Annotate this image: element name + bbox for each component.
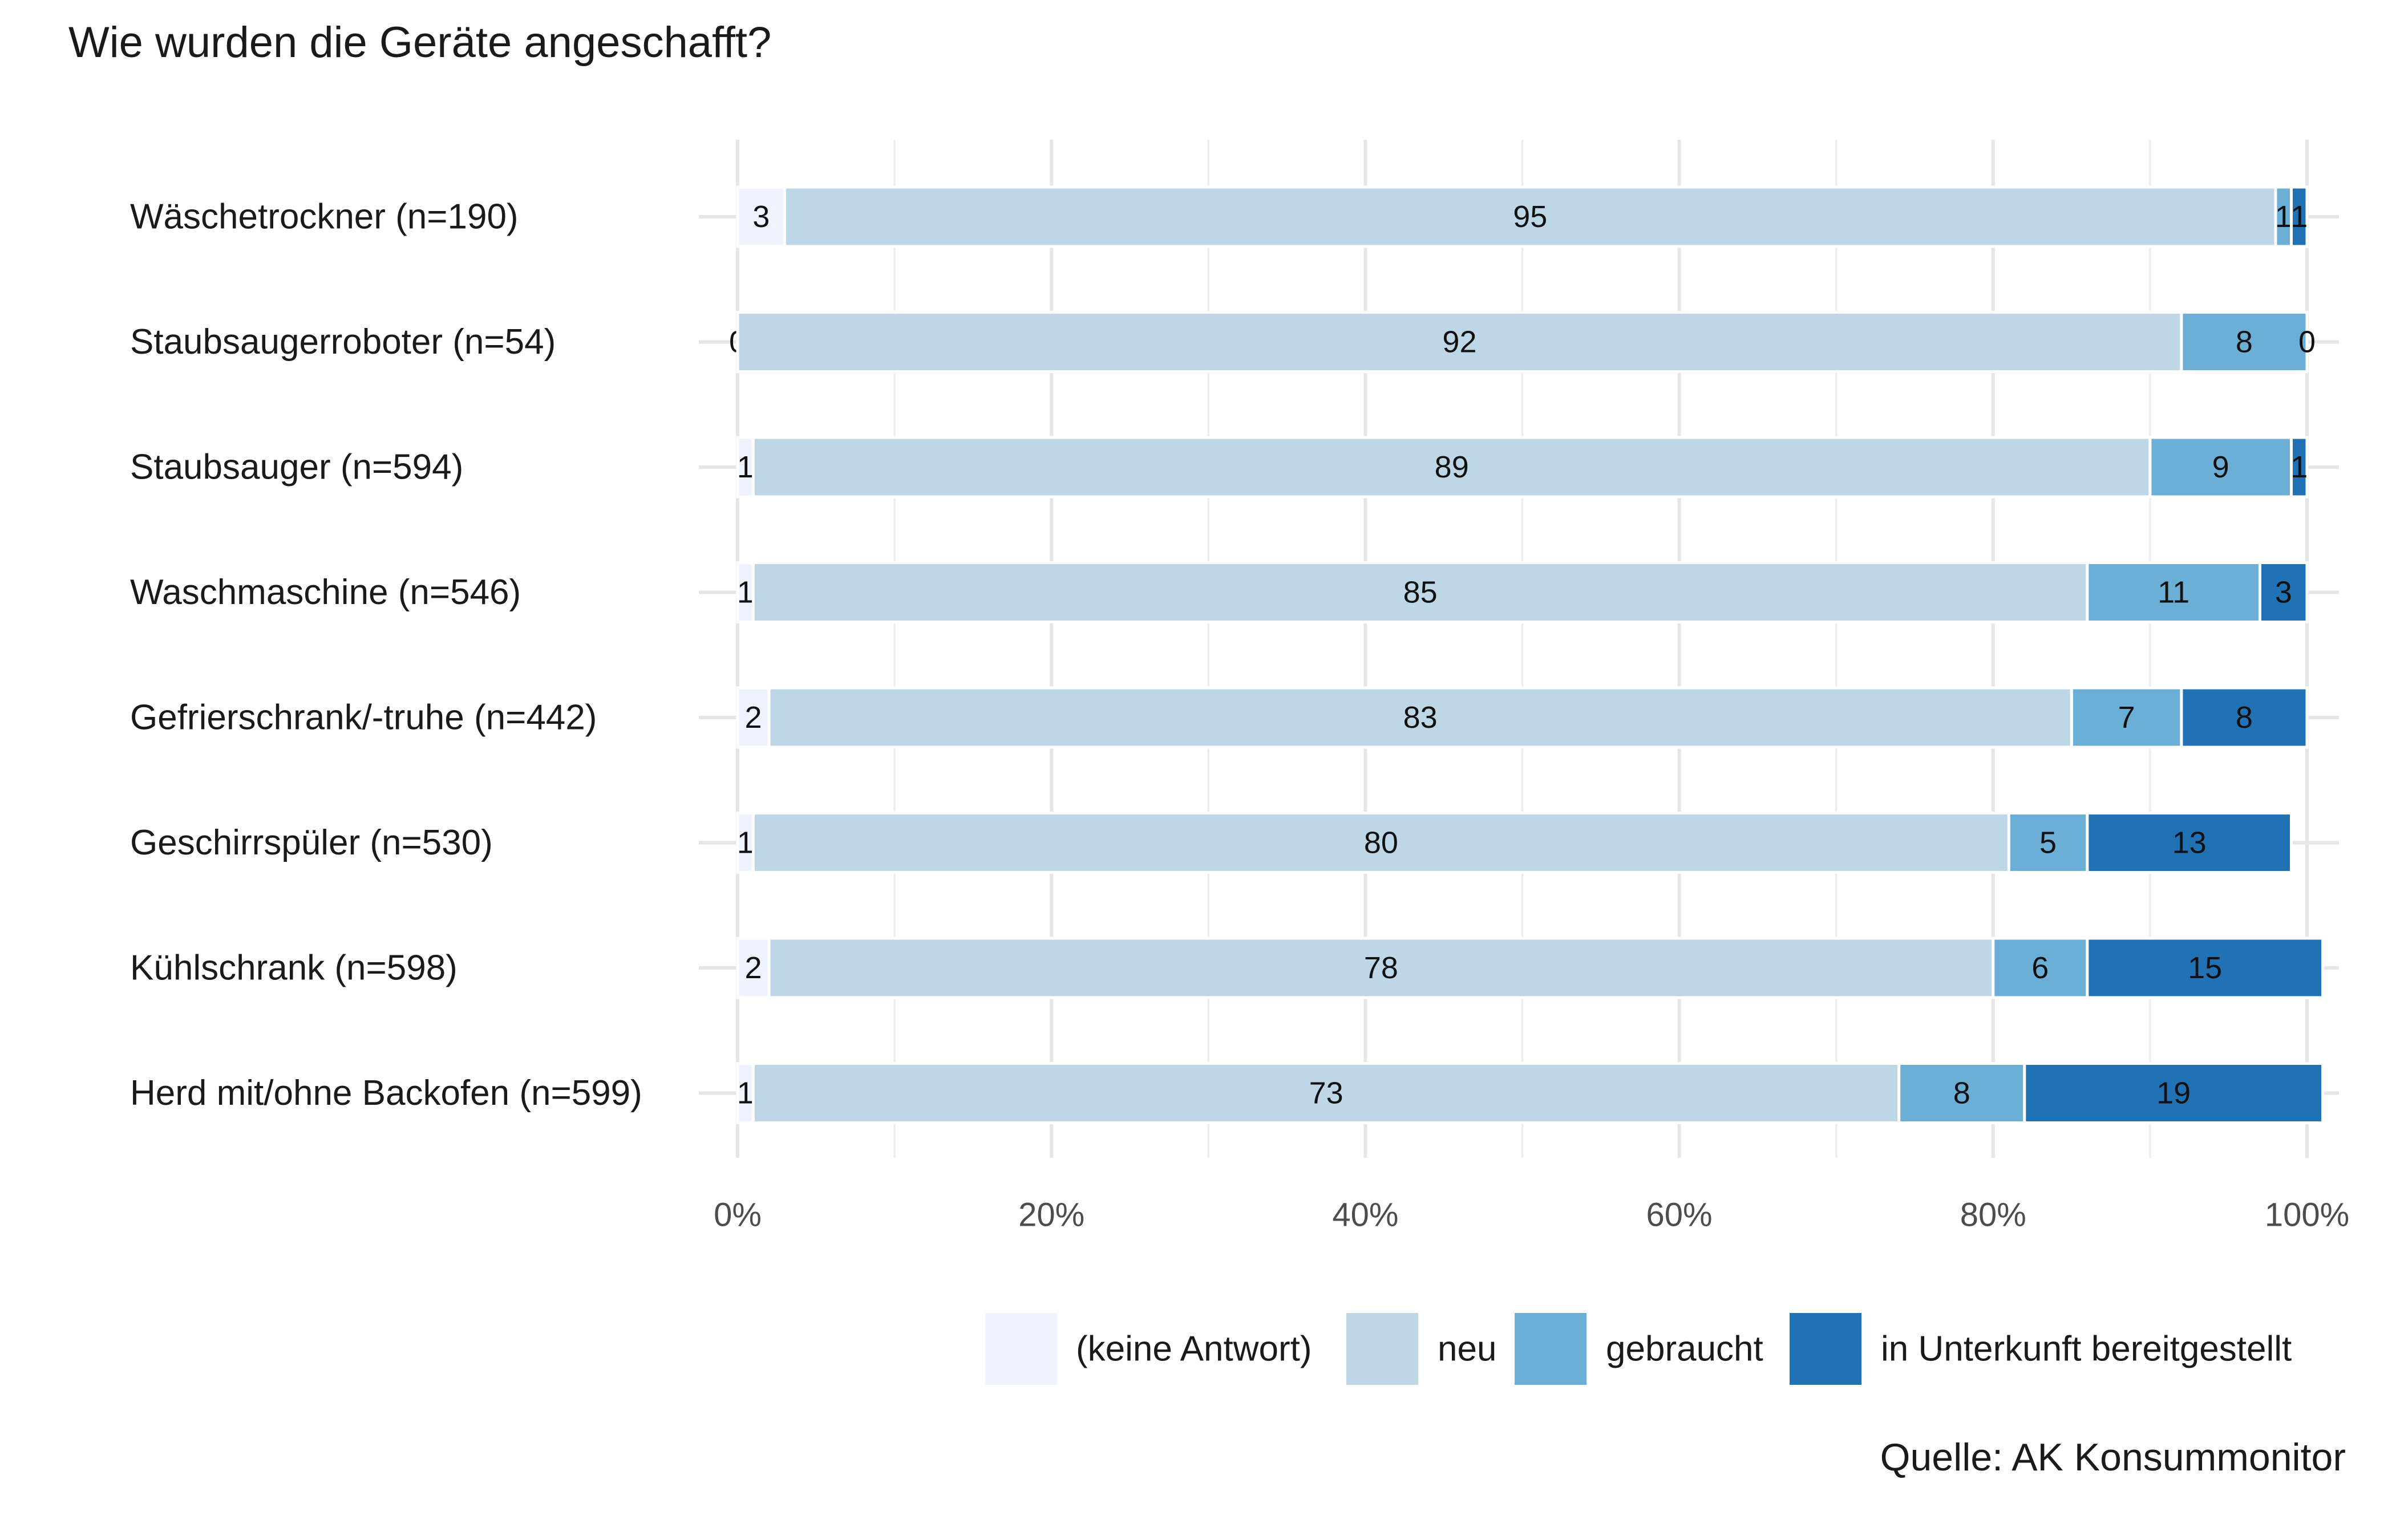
bar-segment — [783, 185, 2277, 248]
category-label: Wäschetrockner (n=190) — [130, 197, 519, 237]
bar-segment — [736, 436, 755, 499]
x-tick-label: 60% — [1646, 1197, 1713, 1234]
data-label: 78 — [1364, 951, 1398, 985]
data-label: 3 — [752, 200, 770, 234]
x-tick-label: 40% — [1332, 1197, 1398, 1234]
legend-label: in Unterkunft bereitgestellt — [1881, 1330, 2292, 1369]
bar-segment — [2289, 185, 2309, 248]
data-label: 8 — [2236, 325, 2253, 359]
legend-label: neu — [1438, 1330, 1496, 1369]
legend-key — [1790, 1313, 1861, 1385]
bar-segment — [2180, 311, 2309, 373]
source-note: Quelle: AK Konsummonitor — [1880, 1436, 2346, 1479]
data-label: 1 — [2275, 200, 2292, 234]
data-label: 1 — [2290, 450, 2308, 484]
data-label: 5 — [2039, 826, 2057, 860]
bar-segment — [736, 185, 787, 248]
bar-segment — [736, 311, 2183, 373]
x-axis-ticks: 0% 20% 40% 60% 80% 100% — [714, 1197, 2349, 1234]
data-label: 92 — [1442, 325, 1476, 359]
data-label: 2 — [744, 951, 762, 985]
data-label: 19 — [2156, 1076, 2191, 1111]
category-label: Gefrierschrank/-truhe (n=442) — [130, 698, 597, 737]
data-label: 2 — [744, 700, 762, 735]
bar-segment — [2289, 436, 2309, 499]
bar-segment — [736, 1062, 755, 1124]
bars: 3951109280189911851132837818051327861517… — [729, 185, 2325, 1124]
data-label: 95 — [1513, 200, 1547, 234]
data-label: 1 — [737, 826, 754, 860]
data-label: 80 — [1364, 826, 1398, 860]
bar-segment — [752, 561, 2089, 623]
bar-segment — [752, 436, 2152, 499]
legend: (keine Antwort) neu gebraucht in Unterkunft… — [985, 1313, 2292, 1385]
data-label: 1 — [2290, 200, 2308, 234]
bar-segment — [2086, 937, 2325, 999]
x-tick-label: 20% — [1018, 1197, 1084, 1234]
data-label: 11 — [2158, 576, 2189, 610]
data-label: 8 — [2236, 700, 2253, 735]
category-label: Kühlschrank (n=598) — [130, 949, 458, 988]
legend-label: (keine Antwort) — [1076, 1330, 1312, 1369]
bar-segment — [736, 686, 771, 749]
data-label: 85 — [1403, 576, 1438, 610]
data-label: 1 — [737, 450, 754, 484]
data-label: 89 — [1435, 450, 1469, 484]
chart-title: Wie wurden die Geräte angeschafft? — [68, 18, 771, 67]
grid — [699, 140, 2339, 1158]
data-label: 13 — [2172, 826, 2207, 860]
bar-segment — [2086, 812, 2293, 874]
bar-segment — [2258, 561, 2309, 623]
category-label: Staubsauger (n=594) — [130, 448, 463, 487]
bar-segment — [767, 686, 2073, 749]
data-label: 9 — [2212, 450, 2229, 484]
data-label: 8 — [1953, 1076, 1970, 1111]
data-label: 1 — [737, 1076, 754, 1111]
data-label: 15 — [2188, 951, 2222, 985]
bar-segment — [736, 937, 771, 999]
x-tick-label: 0% — [714, 1197, 762, 1234]
bar-segment — [767, 937, 1995, 999]
bar-segment — [2180, 686, 2309, 749]
data-label: 1 — [737, 576, 754, 610]
bar-segment — [1897, 1062, 2026, 1124]
x-tick-label: 80% — [1960, 1197, 2026, 1234]
category-label: Waschmaschine (n=546) — [130, 573, 521, 612]
data-label: 7 — [2118, 700, 2135, 735]
bar-segment — [2086, 561, 2261, 623]
category-label: Geschirrspüler (n=530) — [130, 823, 493, 862]
legend-key — [1515, 1313, 1586, 1385]
data-label: 73 — [1309, 1076, 1343, 1111]
category-label: Herd mit/ohne Backofen (n=599) — [130, 1073, 642, 1113]
x-tick-label: 100% — [2265, 1197, 2349, 1234]
legend-key — [985, 1313, 1057, 1385]
bar-segment — [2023, 1062, 2325, 1124]
bar-segment — [2274, 185, 2293, 248]
data-label: 3 — [2275, 576, 2292, 610]
data-label: 6 — [2031, 951, 2049, 985]
legend-label: gebraucht — [1606, 1330, 1763, 1369]
category-labels: Wäschetrockner (n=190) Staubsaugerroboter… — [130, 197, 642, 1113]
bar-segment — [752, 812, 2010, 874]
legend-key — [1346, 1313, 1418, 1385]
data-label: 0 — [2298, 325, 2316, 359]
category-label: Staubsaugerroboter (n=54) — [130, 322, 556, 362]
data-label: 83 — [1403, 700, 1438, 735]
